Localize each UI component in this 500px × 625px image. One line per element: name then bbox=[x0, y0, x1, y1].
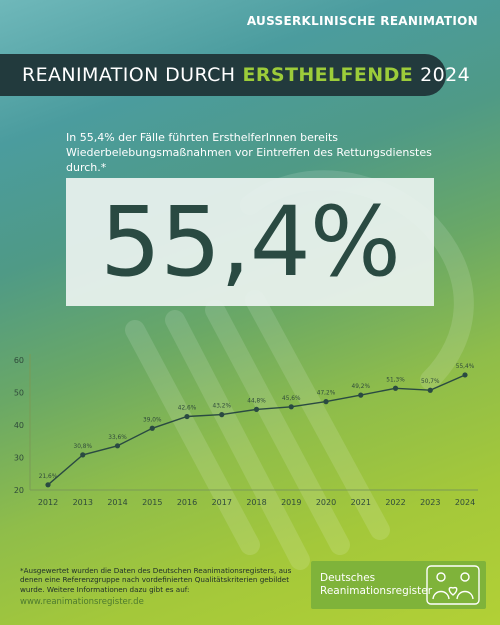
data-label: 30,8% bbox=[74, 444, 93, 450]
data-point bbox=[323, 399, 329, 405]
logo-people-icon bbox=[426, 565, 480, 605]
x-tick-label: 2018 bbox=[246, 498, 266, 507]
data-label: 39,0% bbox=[143, 417, 162, 423]
highlight-value: 55,4% bbox=[100, 186, 401, 298]
highlight-box: 55,4% bbox=[66, 178, 434, 306]
intro-text: In 55,4% der Fälle führten ErsthelferInn… bbox=[66, 131, 432, 174]
x-tick-label: 2021 bbox=[351, 498, 371, 507]
register-logo: Deutsches Reanimationsregister bbox=[311, 561, 486, 609]
data-label: 50,7% bbox=[421, 379, 440, 385]
data-point bbox=[80, 452, 86, 458]
x-tick-label: 2023 bbox=[420, 498, 440, 507]
x-tick-label: 2022 bbox=[385, 498, 405, 507]
y-tick-label: 30 bbox=[14, 454, 24, 463]
title-main: REANIMATION DURCH bbox=[22, 64, 236, 86]
data-point bbox=[358, 392, 364, 398]
x-tick-label: 2012 bbox=[38, 498, 58, 507]
y-tick-label: 20 bbox=[14, 486, 24, 495]
website-link[interactable]: www.reanimationsregister.de bbox=[20, 597, 144, 607]
logo-line-2: Reanimationsregister bbox=[320, 585, 433, 597]
data-point bbox=[45, 482, 51, 488]
title-accent: ERSTHELFENDE bbox=[242, 64, 414, 86]
data-label: 55,4% bbox=[456, 364, 475, 370]
data-label: 45,6% bbox=[282, 396, 301, 402]
data-point bbox=[149, 425, 155, 431]
y-tick-label: 40 bbox=[14, 421, 24, 430]
data-label: 21,6% bbox=[39, 474, 58, 480]
x-tick-label: 2017 bbox=[212, 498, 232, 507]
data-point bbox=[253, 406, 260, 412]
data-point bbox=[288, 404, 294, 410]
x-tick-label: 2024 bbox=[455, 498, 475, 507]
y-tick-label: 60 bbox=[14, 356, 24, 365]
data-label: 47,2% bbox=[317, 391, 336, 397]
data-label: 49,2% bbox=[352, 384, 371, 390]
data-point bbox=[184, 413, 190, 420]
data-point bbox=[462, 372, 468, 378]
x-tick-label: 2013 bbox=[73, 498, 93, 507]
data-label: 42,6% bbox=[178, 406, 197, 412]
title-year: 2024 bbox=[420, 64, 471, 86]
data-point bbox=[219, 412, 225, 418]
series-line bbox=[47, 374, 466, 486]
title-bar: REANIMATION DURCH ERSTHELFENDE 2024 bbox=[0, 54, 470, 96]
x-tick-label: 2014 bbox=[107, 498, 127, 507]
footnote: *Ausgewertet wurden die Daten des Deutsc… bbox=[20, 566, 292, 594]
x-tick-label: 2020 bbox=[316, 498, 336, 507]
line-chart: 20 30 40 50 60 2012 2013 2014 2015 2016 2017 2018 20… bbox=[14, 354, 478, 507]
data-label: 44,8% bbox=[247, 398, 266, 404]
data-label: 43,2% bbox=[213, 404, 232, 410]
x-tick-label: 2016 bbox=[177, 498, 197, 507]
data-point bbox=[114, 443, 121, 449]
y-tick-label: 50 bbox=[14, 389, 24, 398]
data-label: 51,3% bbox=[386, 377, 405, 383]
logo-line-1: Deutsches bbox=[320, 572, 376, 584]
x-tick-label: 2015 bbox=[142, 498, 162, 507]
logo-text: Deutsches Reanimationsregister bbox=[320, 572, 432, 598]
x-tick-label: 2019 bbox=[281, 498, 301, 507]
data-point bbox=[392, 385, 399, 391]
data-point bbox=[427, 387, 433, 393]
section-kicker: AUSSERKLINISCHE REANIMATION bbox=[246, 14, 478, 28]
data-label: 33,6% bbox=[108, 435, 127, 441]
